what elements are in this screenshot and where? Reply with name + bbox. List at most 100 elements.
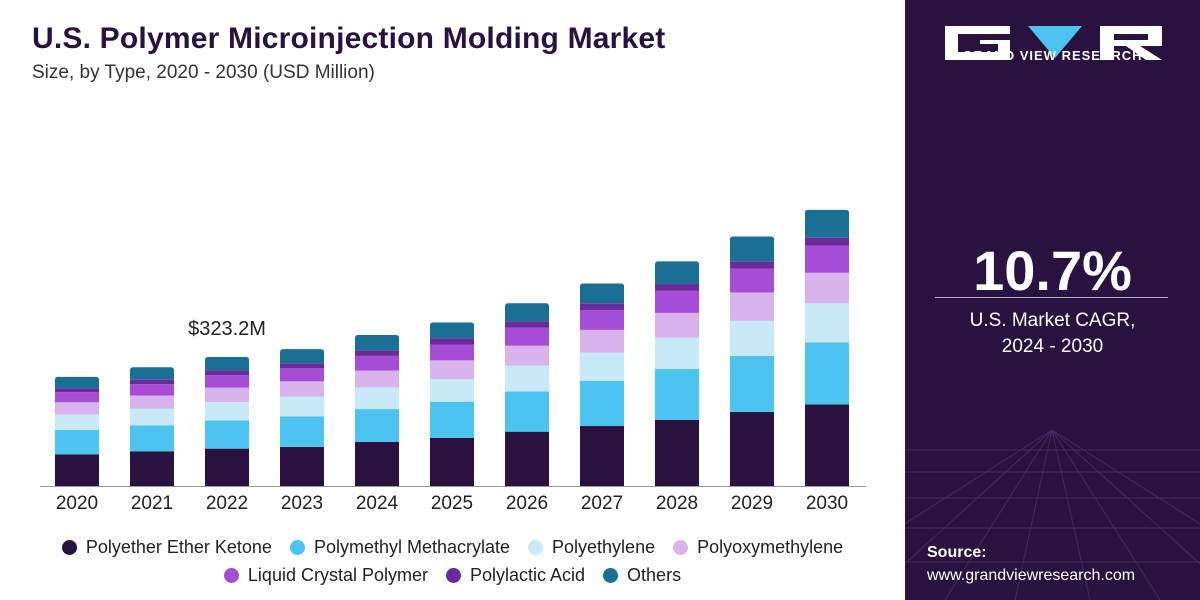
cagr-label: U.S. Market CAGR, <box>969 310 1136 331</box>
bar-segment-polyoxymethylene-2021 <box>130 395 174 409</box>
bar-segment-polylactic-acid-2023 <box>280 363 324 369</box>
bar-segment-polymethyl-methacrylate-2025 <box>430 401 474 438</box>
bar-segment-polyoxymethylene-2023 <box>280 381 324 397</box>
bar-segment-polylactic-acid-2024 <box>355 350 399 356</box>
bar-segment-others-2025 <box>430 322 474 339</box>
gvr-logo-mark <box>945 26 1162 60</box>
bar-segment-polyethylene-2029 <box>730 320 774 356</box>
bar-segment-liquid-crystal-polymer-2029 <box>730 268 774 293</box>
bar-segment-polyoxymethylene-2022 <box>205 387 249 403</box>
x-tick-label-2021: 2021 <box>131 493 173 514</box>
bar-segment-liquid-crystal-polymer-2027 <box>580 310 624 330</box>
bar-segment-polymethyl-methacrylate-2030 <box>805 342 849 405</box>
cagr-value: 10.7% <box>973 239 1132 302</box>
legend-label-others: Others <box>627 565 682 585</box>
source-label: Source: <box>927 544 987 561</box>
bar-segment-liquid-crystal-polymer-2025 <box>430 344 474 361</box>
legend-item-polymethyl-methacrylate: Polymethyl Methacrylate <box>289 537 511 558</box>
legend-swatch-liquid-crystal-polymer <box>223 568 239 583</box>
bar-segment-liquid-crystal-polymer-2028 <box>655 290 699 313</box>
legend-item-others: Others <box>603 565 681 586</box>
source-url[interactable]: www.grandviewresearch.com <box>927 567 1136 584</box>
bar-segment-others-2021 <box>130 367 174 380</box>
chart-panel: U.S. Polymer Microinjection Molding Mark… <box>0 22 905 586</box>
bar-segment-polymethyl-methacrylate-2026 <box>505 391 549 432</box>
bar-segment-polyether-ether-ketone-2023 <box>280 446 324 486</box>
x-tick-label-2024: 2024 <box>356 493 399 514</box>
bar-segment-polylactic-acid-2025 <box>430 338 474 345</box>
bar-annotation-2022: $323.2M <box>188 318 266 340</box>
bar-segment-polyether-ether-ketone-2020 <box>55 454 99 486</box>
legend-label-polyether-ether-ketone: Polyether Ether Ketone <box>85 537 272 557</box>
bar-segment-liquid-crystal-polymer-2024 <box>355 355 399 371</box>
x-tick-label-2022: 2022 <box>206 493 248 514</box>
legend-label-polyoxymethylene: Polyoxymethylene <box>697 537 844 557</box>
x-tick-label-2028: 2028 <box>656 493 698 514</box>
bar-segment-polylactic-acid-2027 <box>580 303 624 311</box>
bar-segment-others-2029 <box>730 236 774 262</box>
legend-label-polyethylene: Polyethylene <box>552 537 656 557</box>
legend-item-polyoxymethylene: Polyoxymethylene <box>673 537 843 558</box>
bar-segment-polyether-ether-ketone-2025 <box>430 437 474 486</box>
bar-segment-polyether-ether-ketone-2029 <box>730 411 774 486</box>
legend-row-2: Liquid Crystal Polymer Polylactic Acid Oth… <box>0 565 905 586</box>
bar-segment-others-2027 <box>580 283 624 304</box>
bar-segment-polyethylene-2030 <box>805 303 849 343</box>
bar-segment-others-2022 <box>205 357 249 371</box>
chart-subtitle: Size, by Type, 2020 - 2030 (USD Million) <box>32 62 375 83</box>
legend-label-liquid-crystal-polymer: Liquid Crystal Polymer <box>247 565 428 585</box>
x-tick-label-2027: 2027 <box>581 493 623 514</box>
bar-segment-polyether-ether-ketone-2028 <box>655 419 699 486</box>
bar-segment-polyether-ether-ketone-2030 <box>805 404 849 486</box>
bar-segment-polyether-ether-ketone-2021 <box>130 451 174 486</box>
bar-segment-others-2028 <box>655 261 699 285</box>
bar-segment-liquid-crystal-polymer-2030 <box>805 245 849 273</box>
x-tick-label-2025: 2025 <box>431 493 473 514</box>
bar-segment-polyether-ether-ketone-2022 <box>205 448 249 486</box>
bar-segment-polyethylene-2023 <box>280 396 324 417</box>
x-tick-label-2030: 2030 <box>806 493 848 514</box>
bar-segment-polyethylene-2027 <box>580 352 624 381</box>
grid-floor-decoration <box>905 429 1200 600</box>
bar-segment-others-2026 <box>505 303 549 322</box>
bar-segment-polymethyl-methacrylate-2027 <box>580 380 624 427</box>
bar-segment-polyethylene-2024 <box>355 387 399 410</box>
bar-segment-polylactic-acid-2028 <box>655 284 699 291</box>
legend-label-polymethyl-methacrylate: Polymethyl Methacrylate <box>313 537 511 557</box>
bar-segment-polyethylene-2021 <box>130 408 174 426</box>
logo-wordmark: GRAND VIEW RESEARCH <box>962 48 1143 63</box>
bar-segment-polyoxymethylene-2025 <box>430 360 474 380</box>
legend-row-1: Polyether Ether Ketone Polymethyl Methacr… <box>0 537 905 558</box>
bar-segment-polymethyl-methacrylate-2021 <box>130 425 174 452</box>
bar-segment-polyoxymethylene-2020 <box>55 402 99 415</box>
legend-item-polylactic-acid: Polylactic Acid <box>445 565 585 586</box>
legend-swatch-polyethylene <box>528 540 544 555</box>
bar-segment-liquid-crystal-polymer-2020 <box>55 392 99 403</box>
x-tick-label-2029: 2029 <box>731 493 773 514</box>
bar-segment-polylactic-acid-2030 <box>805 237 849 246</box>
cagr-period: 2024 - 2030 <box>1001 336 1104 357</box>
bar-segment-polylactic-acid-2026 <box>505 321 549 328</box>
bar-segment-polyoxymethylene-2028 <box>655 312 699 338</box>
legend-swatch-others <box>603 568 619 583</box>
cagr-divider <box>935 297 1168 298</box>
bar-segment-polymethyl-methacrylate-2028 <box>655 368 699 420</box>
bar-segment-polyethylene-2020 <box>55 414 99 430</box>
bar-segment-polylactic-acid-2020 <box>55 388 99 393</box>
x-tick-label-2020: 2020 <box>56 493 98 514</box>
legend-swatch-polymethyl-methacrylate <box>289 540 305 555</box>
bar-segment-polymethyl-methacrylate-2023 <box>280 416 324 447</box>
bar-segment-polyoxymethylene-2030 <box>805 272 849 304</box>
bar-segment-polylactic-acid-2029 <box>730 261 774 269</box>
bar-segment-liquid-crystal-polymer-2026 <box>505 327 549 346</box>
legend-swatch-polyoxymethylene <box>673 540 689 555</box>
bar-segment-polymethyl-methacrylate-2022 <box>205 420 249 449</box>
bar-segment-polyoxymethylene-2026 <box>505 345 549 366</box>
bar-segment-polyoxymethylene-2029 <box>730 292 774 321</box>
bar-segment-polylactic-acid-2021 <box>130 379 174 385</box>
bar-segment-polyethylene-2022 <box>205 402 249 421</box>
chart-title: U.S. Polymer Microinjection Molding Mark… <box>32 22 666 55</box>
bar-segment-liquid-crystal-polymer-2022 <box>205 375 249 388</box>
bar-segment-polyoxymethylene-2027 <box>580 329 624 353</box>
